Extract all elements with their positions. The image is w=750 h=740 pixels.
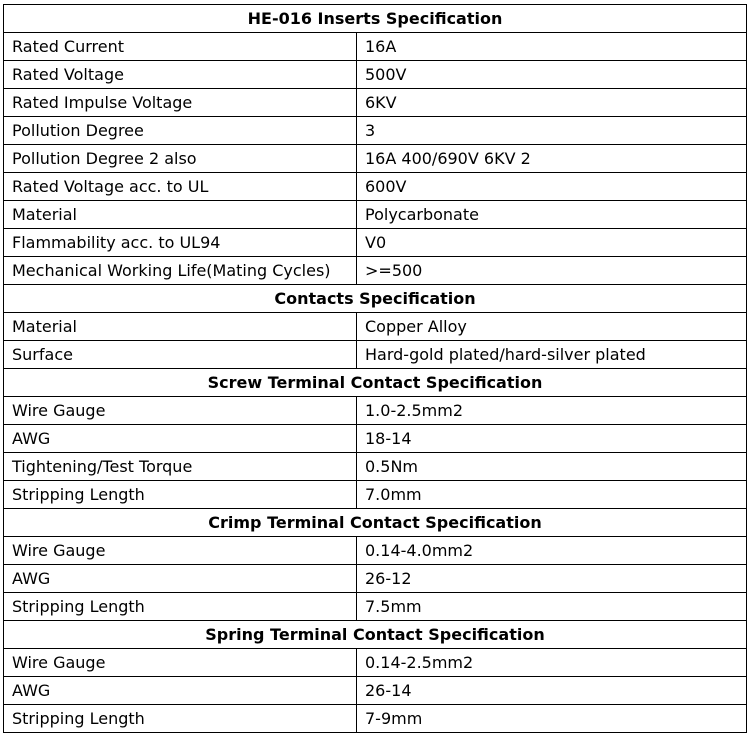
table-row: Surface Hard-gold plated/hard-silver plat…: [3, 340, 747, 369]
section-title: Contacts Specification: [3, 284, 747, 313]
section-header-row: Spring Terminal Contact Specification: [3, 620, 747, 649]
parameter-value: Copper Alloy: [356, 312, 747, 341]
parameter-label: Material: [3, 200, 357, 229]
parameter-value: 500V: [356, 60, 747, 89]
section-title: HE-016 Inserts Specification: [3, 4, 747, 33]
table-row: AWG 26-14: [3, 676, 747, 705]
parameter-value: 1.0-2.5mm2: [356, 396, 747, 425]
parameter-label: AWG: [3, 424, 357, 453]
table-row: Stripping Length 7.0mm: [3, 480, 747, 509]
table-row: Pollution Degree 2 also 16A 400/690V 6KV …: [3, 144, 747, 173]
table-row: Material Copper Alloy: [3, 312, 747, 341]
parameter-label: Material: [3, 312, 357, 341]
table-row: Stripping Length 7.5mm: [3, 592, 747, 621]
parameter-value: 7.0mm: [356, 480, 747, 509]
parameter-label: Stripping Length: [3, 704, 357, 733]
section-header-row: Contacts Specification: [3, 284, 747, 313]
table-row: Stripping Length 7-9mm: [3, 704, 747, 733]
parameter-value: 0.5Nm: [356, 452, 747, 481]
table-row: Wire Gauge 0.14-4.0mm2: [3, 536, 747, 565]
section-header-row: Screw Terminal Contact Specification: [3, 368, 747, 397]
parameter-value: 7-9mm: [356, 704, 747, 733]
table-row: Wire Gauge 0.14-2.5mm2: [3, 648, 747, 677]
parameter-label: Tightening/Test Torque: [3, 452, 357, 481]
spec-table: HE-016 Inserts Specification Rated Curren…: [3, 4, 747, 733]
section-title: Screw Terminal Contact Specification: [3, 368, 747, 397]
table-row: Material Polycarbonate: [3, 200, 747, 229]
parameter-value: Hard-gold plated/hard-silver plated: [356, 340, 747, 369]
parameter-value: V0: [356, 228, 747, 257]
table-row: Rated Current 16A: [3, 32, 747, 61]
parameter-label: Pollution Degree: [3, 116, 357, 145]
parameter-value: 0.14-4.0mm2: [356, 536, 747, 565]
section-header-row: Crimp Terminal Contact Specification: [3, 508, 747, 537]
parameter-value: >=500: [356, 256, 747, 285]
table-row: AWG 26-12: [3, 564, 747, 593]
table-row: Wire Gauge 1.0-2.5mm2: [3, 396, 747, 425]
section-header-row: HE-016 Inserts Specification: [3, 4, 747, 33]
parameter-value: 6KV: [356, 88, 747, 117]
parameter-label: Stripping Length: [3, 592, 357, 621]
table-row: Mechanical Working Life(Mating Cycles) >=…: [3, 256, 747, 285]
parameter-label: AWG: [3, 564, 357, 593]
parameter-label: Rated Current: [3, 32, 357, 61]
parameter-value: Polycarbonate: [356, 200, 747, 229]
section-title: Spring Terminal Contact Specification: [3, 620, 747, 649]
parameter-label: Wire Gauge: [3, 536, 357, 565]
table-row: Rated Impulse Voltage 6KV: [3, 88, 747, 117]
parameter-value: 3: [356, 116, 747, 145]
parameter-label: Rated Impulse Voltage: [3, 88, 357, 117]
parameter-value: 7.5mm: [356, 592, 747, 621]
parameter-label: Wire Gauge: [3, 648, 357, 677]
table-row: Flammability acc. to UL94 V0: [3, 228, 747, 257]
parameter-label: Wire Gauge: [3, 396, 357, 425]
parameter-label: Rated Voltage: [3, 60, 357, 89]
section-title: Crimp Terminal Contact Specification: [3, 508, 747, 537]
parameter-value: 26-14: [356, 676, 747, 705]
table-row: Tightening/Test Torque 0.5Nm: [3, 452, 747, 481]
table-row: Rated Voltage acc. to UL 600V: [3, 172, 747, 201]
parameter-label: Mechanical Working Life(Mating Cycles): [3, 256, 357, 285]
parameter-label: Flammability acc. to UL94: [3, 228, 357, 257]
parameter-value: 18-14: [356, 424, 747, 453]
parameter-label: Stripping Length: [3, 480, 357, 509]
parameter-value: 16A 400/690V 6KV 2: [356, 144, 747, 173]
parameter-label: Rated Voltage acc. to UL: [3, 172, 357, 201]
parameter-label: Pollution Degree 2 also: [3, 144, 357, 173]
parameter-label: AWG: [3, 676, 357, 705]
table-row: Rated Voltage 500V: [3, 60, 747, 89]
parameter-value: 0.14-2.5mm2: [356, 648, 747, 677]
table-row: AWG 18-14: [3, 424, 747, 453]
parameter-value: 26-12: [356, 564, 747, 593]
table-row: Pollution Degree 3: [3, 116, 747, 145]
parameter-value: 600V: [356, 172, 747, 201]
parameter-label: Surface: [3, 340, 357, 369]
parameter-value: 16A: [356, 32, 747, 61]
